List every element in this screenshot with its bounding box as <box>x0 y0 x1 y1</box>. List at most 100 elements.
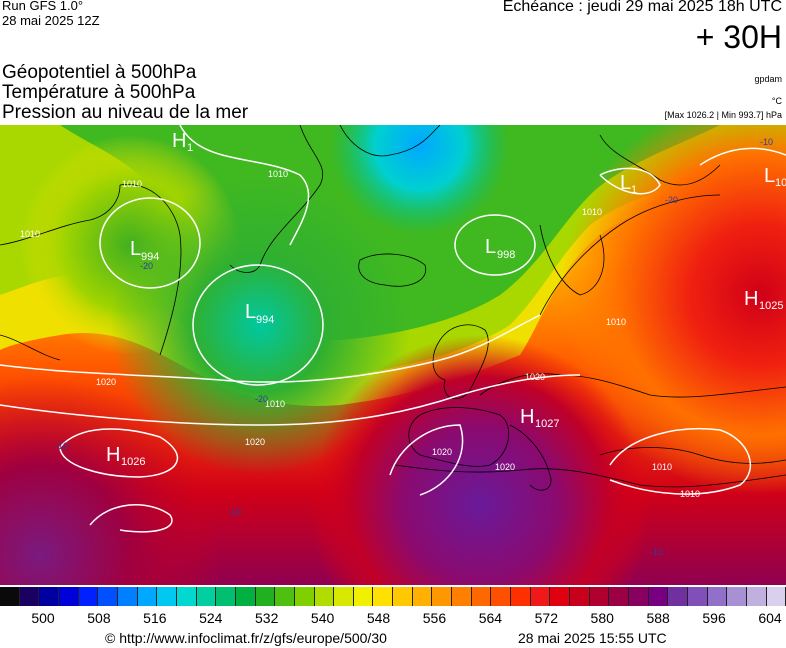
isobar-label: 1010 <box>268 169 288 179</box>
colorbar-swatch <box>393 587 413 606</box>
source-url[interactable]: © http://www.infoclimat.fr/z/gfs/europe/… <box>105 630 387 646</box>
colorbar-tick-label: 516 <box>143 610 167 626</box>
pressure-center-high: H <box>744 288 758 310</box>
colorbar-swatch <box>687 587 708 606</box>
isobar-label: 1010 <box>20 229 40 239</box>
pressure-max-min: [Max 1026.2 | Min 993.7] hPa <box>664 110 782 120</box>
isobar-label: 1010 <box>652 462 672 472</box>
forecast-lead-time: + 30H <box>695 19 782 55</box>
coastlines <box>0 125 786 491</box>
colorbar-swatch <box>609 587 629 606</box>
temperature-labels: -20 -20 -20 -10 -10 -10 -10 <box>55 137 773 557</box>
isobar-label: 1020 <box>96 377 116 387</box>
colorbar-tick-label: 580 <box>590 610 614 626</box>
colorbar-swatch <box>452 587 472 606</box>
pressure-center-value: 1026 <box>121 456 145 468</box>
colorbar-tick-label: 556 <box>422 610 447 626</box>
colorbar-tick-label: 604 <box>758 610 782 626</box>
colorbar-swatch <box>746 587 767 606</box>
pressure-center-value: 10 <box>775 177 786 189</box>
colorbar-swatch <box>471 587 492 606</box>
colorbar-swatch <box>137 587 158 606</box>
isobar-label: 1020 <box>245 437 265 447</box>
pressure-center-low: L <box>130 238 141 260</box>
colorbar-swatch <box>275 587 295 606</box>
temperature-label: -20 <box>140 261 153 271</box>
colorbar-swatch <box>216 587 236 606</box>
colorbar-tick-label: 572 <box>534 610 558 626</box>
variable-temperature: Température à 500hPa <box>2 82 196 103</box>
temperature-label: -10 <box>760 137 773 147</box>
weather-map[interactable]: H 1026 L 994 L 994 L 998 H 1027 H 1025 H… <box>0 125 786 585</box>
colorbar-ticks: 500 508 516 524 532 540 548 556 564 572 580 588 596 6… <box>0 610 786 628</box>
isobar-label: 1020 <box>525 372 545 382</box>
colorbar <box>0 587 786 606</box>
isobar-label: 1010 <box>582 207 602 217</box>
colorbar-swatch <box>707 587 728 606</box>
colorbar-swatch <box>117 587 138 606</box>
isobar-label: 1010 <box>606 317 626 327</box>
colorbar-swatch <box>511 587 531 606</box>
isobar-label: 1010 <box>680 489 700 499</box>
unit-gpdam: gpdam <box>754 74 782 84</box>
colorbar-swatch <box>78 587 99 606</box>
colorbar-tick-label: 532 <box>255 610 279 626</box>
model-run-date: 28 mai 2025 12Z <box>2 13 100 28</box>
colorbar-swatch <box>294 587 315 606</box>
pressure-center-low: L <box>620 172 631 194</box>
colorbar-swatch <box>589 587 610 606</box>
colorbar-swatch <box>235 587 256 606</box>
colorbar-swatch <box>550 587 571 606</box>
colorbar-swatch <box>196 587 217 606</box>
colorbar-swatch <box>58 587 79 606</box>
pressure-center-low: L <box>485 236 496 258</box>
pressure-center-low: L <box>764 165 775 187</box>
pressure-center-low: L <box>245 301 256 323</box>
colorbar-swatch <box>668 587 688 606</box>
pressure-center-value: 998 <box>497 249 515 261</box>
colorbar-swatch <box>0 587 20 606</box>
pressure-center-value: 1025 <box>759 300 783 312</box>
colorbar-swatch <box>491 587 512 606</box>
colorbar-swatch <box>39 587 59 606</box>
colorbar-tick-label: 508 <box>87 610 111 626</box>
colorbar-swatch <box>334 587 354 606</box>
colorbar-swatch <box>314 587 335 606</box>
forecast-valid-time: Échéance : jeudi 29 mai 2025 18h UTC <box>502 0 782 15</box>
variable-geopotential: Géopotentiel à 500hPa <box>2 62 197 83</box>
pressure-center-value: 994 <box>256 314 274 326</box>
isobar-label: 1020 <box>432 447 452 457</box>
pressure-center-high: H <box>172 130 186 152</box>
colorbar-swatch <box>98 587 118 606</box>
pressure-center-high: H <box>520 406 534 428</box>
temperature-label: -20 <box>665 195 678 205</box>
warm-core-southwest <box>0 125 786 585</box>
isobar-label: 1010 <box>122 179 142 189</box>
colorbar-tick-label: 548 <box>366 610 391 626</box>
colorbar-tick-label: 596 <box>702 610 726 626</box>
pressure-center-value: 1 <box>631 184 637 196</box>
colorbar-swatch <box>157 587 177 606</box>
colorbar-swatch <box>629 587 649 606</box>
temperature-label: -10 <box>55 441 68 451</box>
model-run-label: Run GFS 1.0° <box>2 0 84 13</box>
colorbar-swatch <box>766 587 786 606</box>
colorbar-swatch <box>412 587 433 606</box>
colorbar-swatch <box>570 587 590 606</box>
pressure-center-value: 1027 <box>535 418 559 430</box>
colorbar-swatch <box>727 587 747 606</box>
colorbar-tick-label: 588 <box>646 610 670 626</box>
temperature-label: -20 <box>255 394 268 404</box>
temperature-label: -10 <box>650 547 663 557</box>
colorbar-swatch <box>255 587 276 606</box>
colorbar-tick-label: 500 <box>31 610 55 626</box>
generation-timestamp: 28 mai 2025 15:55 UTC <box>518 630 667 646</box>
colorbar-swatch <box>432 587 453 606</box>
isobar-labels: 1010 1010 1010 1010 1020 1020 1020 1020 … <box>20 169 700 499</box>
isobar-label: 1020 <box>495 462 515 472</box>
colorbar-tick-label: 540 <box>310 610 335 626</box>
colorbar-swatch <box>353 587 374 606</box>
pressure-center-high: H <box>106 444 120 466</box>
isobar-label: 1010 <box>265 399 285 409</box>
pressure-centers: H 1026 L 994 L 994 L 998 H 1027 H 1025 H… <box>106 130 786 468</box>
